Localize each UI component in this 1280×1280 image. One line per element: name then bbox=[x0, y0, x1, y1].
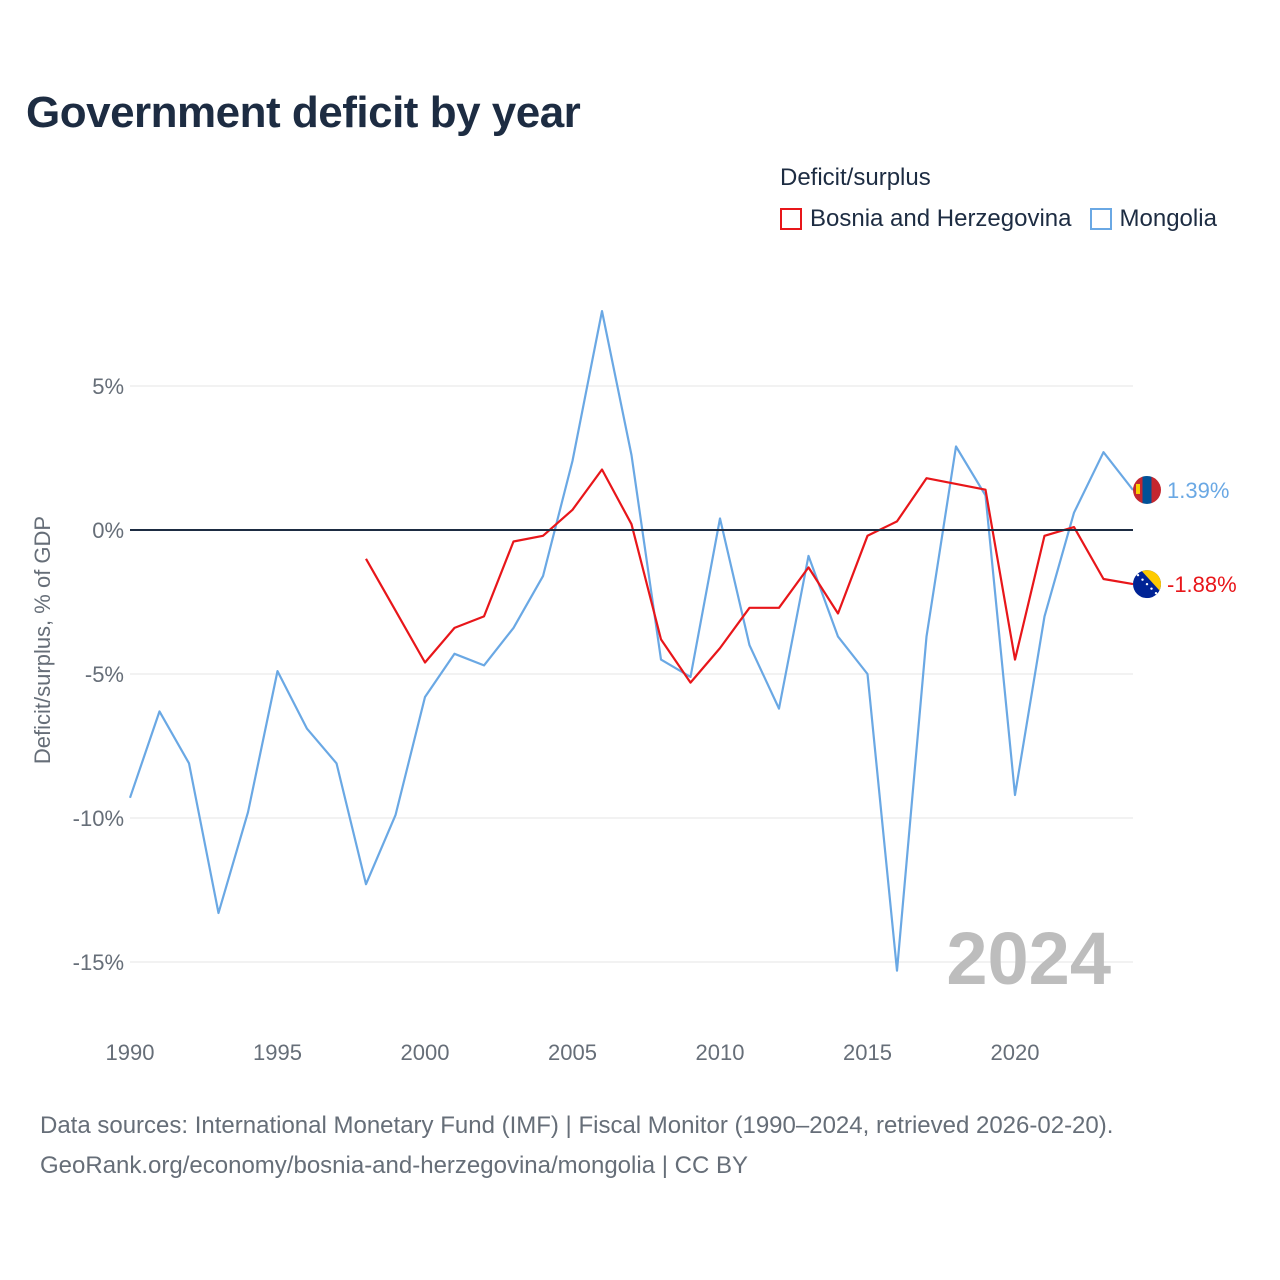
chart-title: Government deficit by year bbox=[26, 88, 581, 137]
footer: Data sources: International Monetary Fun… bbox=[40, 1106, 1113, 1186]
year-watermark: 2024 bbox=[946, 917, 1111, 1000]
legend: Bosnia and Herzegovina Mongolia bbox=[780, 205, 1217, 233]
legend-label-bosnia: Bosnia and Herzegovina bbox=[810, 205, 1072, 232]
series-line-bosnia bbox=[365, 468, 1134, 684]
y-tick-label: -15% bbox=[73, 950, 124, 975]
y-axis-label: Deficit/surplus, % of GDP bbox=[30, 516, 55, 764]
x-tick-label: 1995 bbox=[253, 1040, 302, 1065]
legend-title: Deficit/surplus bbox=[780, 164, 931, 191]
y-tick-label: -10% bbox=[73, 806, 124, 831]
end-value-label-bosnia: -1.88% bbox=[1167, 572, 1237, 597]
x-tick-label: 2000 bbox=[401, 1040, 450, 1065]
x-tick-label: 2015 bbox=[843, 1040, 892, 1065]
y-tick-label: 5% bbox=[92, 374, 124, 399]
y-tick-label: 0% bbox=[92, 518, 124, 543]
legend-item-mongolia[interactable]: Mongolia bbox=[1089, 205, 1217, 233]
legend-swatch-mongolia bbox=[1089, 208, 1112, 230]
x-tick-label: 2010 bbox=[696, 1040, 745, 1065]
footer-sources: Data sources: International Monetary Fun… bbox=[40, 1112, 1114, 1139]
line-chart: 5% 0% -5% -10% -15% Deficit/surplus, % of GDP… bbox=[30, 310, 1237, 1065]
x-tick-label: 2005 bbox=[548, 1040, 597, 1065]
y-tick-label: -5% bbox=[85, 662, 124, 687]
mongolia-flag-icon bbox=[1133, 475, 1161, 504]
x-tick-label: 1990 bbox=[106, 1040, 155, 1065]
footer-link: GeoRank.org/economy/bosnia-and-herzegovi… bbox=[40, 1152, 748, 1179]
legend-item-bosnia[interactable]: Bosnia and Herzegovina bbox=[780, 205, 1072, 233]
legend-swatch-bosnia bbox=[780, 208, 802, 230]
legend-label-mongolia: Mongolia bbox=[1119, 205, 1217, 232]
x-tick-label: 2020 bbox=[991, 1040, 1040, 1065]
series-line-mongolia bbox=[128, 310, 1134, 972]
bosnia-flag-icon bbox=[1133, 570, 1161, 599]
end-value-label-mongolia: 1.39% bbox=[1167, 478, 1229, 503]
